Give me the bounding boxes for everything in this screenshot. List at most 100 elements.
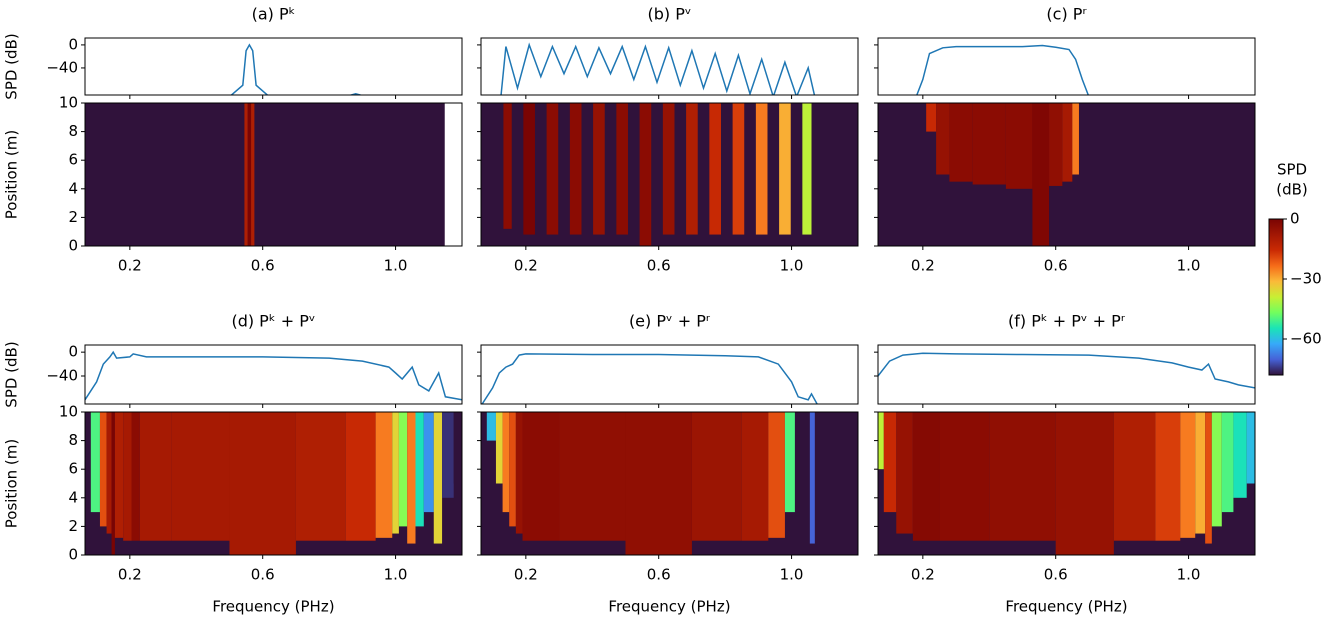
x-tick-label: 0.2 [514, 566, 538, 584]
x-tick-label: 1.0 [384, 566, 408, 584]
heatmap-column [809, 412, 815, 544]
y-tick-label: 6 [68, 151, 78, 169]
heatmap-column [1233, 412, 1247, 498]
heatmap-column [1195, 412, 1206, 534]
heatmap-column [1155, 412, 1181, 541]
axes-frame [480, 102, 859, 247]
colorbar-tick-label: −60 [1290, 330, 1322, 348]
heatmap-column [741, 412, 769, 541]
y-tick-label: −40 [46, 366, 78, 384]
heatmap-column [662, 103, 675, 235]
heatmap-column [802, 103, 812, 235]
heatmap-column [442, 412, 454, 498]
y-tick-label: 0 [68, 237, 78, 255]
x-tick-label: 0.2 [911, 257, 935, 275]
heatmap-column [546, 103, 559, 235]
heatmap-column [515, 412, 523, 534]
axes-frame [877, 411, 1256, 556]
heatmap-column [768, 412, 785, 538]
panel-title: (e) Pᵛ + Pʳ [629, 312, 711, 331]
heatmap-column [709, 103, 721, 235]
x-tick-label: 0.6 [251, 566, 275, 584]
heatmap-column [559, 412, 626, 541]
colorbar-tick-label: 0 [1290, 210, 1300, 228]
heatmap-column [1180, 412, 1196, 538]
heatmap-column [939, 412, 990, 541]
heatmap-column [1205, 412, 1212, 544]
x-tick-label: 0.2 [514, 257, 538, 275]
y-tick-label: 6 [68, 460, 78, 478]
heatmap-column [502, 412, 510, 513]
heatmap-column [229, 412, 296, 555]
axes-frame [877, 344, 1256, 405]
heatmap-column [392, 412, 399, 534]
axes-frame [877, 37, 1256, 96]
heatmap-column [139, 412, 172, 541]
y-tick-label: 0 [68, 343, 78, 361]
colorbar-label: SPD [1277, 161, 1307, 179]
heatmap-column [949, 103, 973, 182]
spd-line [916, 44, 1090, 95]
heatmap-background [85, 103, 445, 246]
heatmap-column [415, 412, 424, 527]
spd-line [230, 43, 374, 95]
axes-frame [877, 102, 1256, 247]
heatmap-column [1221, 412, 1234, 513]
heatmap-column [99, 412, 107, 527]
y-tick-label: 0 [68, 546, 78, 564]
heatmap-column [453, 412, 462, 484]
x-axis-label: Frequency (PHz) [1005, 598, 1127, 616]
y-tick-label: 8 [68, 122, 78, 140]
heatmap-column [509, 412, 516, 527]
y-tick-label: 4 [68, 488, 78, 506]
heatmap-column [569, 103, 582, 235]
y-tick-label: 10 [59, 94, 78, 112]
heatmap-column [912, 412, 940, 541]
colorbar-label: (dB) [1276, 181, 1308, 199]
heatmap-column [1246, 412, 1255, 484]
axes-frame [84, 102, 463, 247]
panel-title: (a) Pᵏ [252, 5, 296, 24]
heatmap-column [883, 412, 897, 513]
spd-line [878, 352, 1255, 389]
heatmap-column [926, 103, 937, 132]
heatmap-column [1032, 103, 1050, 246]
colorbar-tick-label: −30 [1290, 270, 1322, 288]
heatmap-column [1211, 412, 1222, 527]
x-tick-label: 0.6 [1044, 257, 1068, 275]
heatmap-column [398, 412, 408, 527]
heatmap-column [495, 412, 503, 484]
y-tick-label: −40 [46, 58, 78, 76]
panel-title: (c) Pʳ [1046, 5, 1087, 24]
heatmap-column [972, 103, 1006, 185]
heatmap-column [616, 103, 628, 235]
heatmap-column [1062, 103, 1073, 182]
axes-frame [480, 37, 859, 96]
x-tick-label: 1.0 [780, 566, 804, 584]
y-tick-label: 10 [59, 403, 78, 421]
y-axis-label: SPD (dB) [3, 341, 21, 407]
y-tick-label: 2 [68, 208, 78, 226]
axes-frame [84, 344, 463, 405]
x-axis-label: Frequency (PHz) [608, 598, 730, 616]
x-tick-label: 1.0 [384, 257, 408, 275]
heatmap-column [423, 412, 434, 513]
heatmap-column [433, 412, 443, 544]
heatmap-column [732, 103, 745, 235]
heatmap-column [171, 412, 230, 541]
heatmap-column [625, 412, 692, 555]
heatmap-column [989, 412, 1056, 541]
x-tick-label: 0.6 [1044, 566, 1068, 584]
x-tick-label: 0.6 [251, 257, 275, 275]
heatmap-column [85, 412, 91, 470]
y-axis-label: Position (m) [3, 439, 21, 529]
x-tick-label: 0.2 [118, 257, 142, 275]
heatmap-column [1055, 412, 1114, 555]
heatmap-column [407, 412, 416, 544]
panel-title: (f) Pᵏ + Pᵛ + Pʳ [1008, 312, 1126, 331]
heatmap-column [1049, 103, 1063, 186]
heatmap-column [896, 412, 913, 534]
y-axis-label: Position (m) [3, 130, 21, 220]
heatmap-column [1005, 103, 1033, 189]
